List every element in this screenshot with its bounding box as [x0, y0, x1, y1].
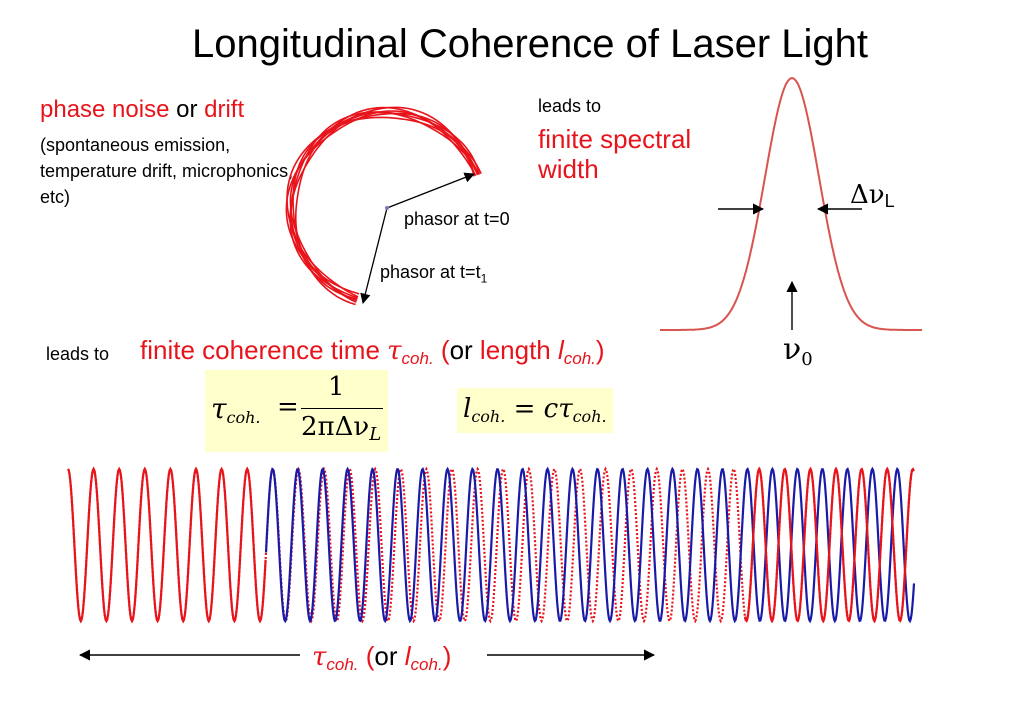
spectral-lineshape [660, 76, 922, 331]
eq2-l-sub: coh. [471, 407, 506, 426]
phase-noise-arc [285, 106, 482, 306]
eq2-rhs-sub: coh. [572, 407, 607, 426]
phasor-t1-arrow [360, 207, 388, 305]
bottom-l-sub: coh. [410, 655, 443, 674]
phasor-t1-text: phasor at t=t [380, 262, 481, 282]
bottom-paren-open: ( [358, 641, 375, 671]
bottom-or: or [374, 641, 398, 671]
or-text: or [449, 335, 473, 365]
coherence-bottom-label: τcoh. (or lcoh.) [312, 641, 451, 675]
phasor-t1-sub: 1 [480, 271, 488, 286]
phasor-t0-arrow [386, 172, 475, 209]
eq1-lhs: τcoh. [211, 392, 260, 427]
leads-to-label-top: leads to [538, 96, 602, 116]
nu0-sub: 0 [801, 349, 813, 370]
eq1-tau-sub: coh. [226, 408, 261, 427]
eq2-content: lcoh. = cτcoh. [463, 394, 607, 426]
phase-noise-causes: (spontaneous emission, temperature drift… [40, 135, 294, 207]
phase-noise-arc-stroke [290, 111, 479, 298]
phase-noise-arc-stroke [289, 110, 477, 302]
eq2-equals: = [513, 394, 536, 424]
bottom-l: l [397, 641, 411, 671]
bottom-paren-close: ) [442, 641, 452, 671]
eq1-denominator: 2πΔνL [301, 412, 381, 445]
phase-noise-label: phase noise [40, 96, 170, 123]
phasor-t1-label: phasor at t=t1 [380, 262, 487, 286]
drift-label: drift [204, 96, 245, 123]
page-title: Longitudinal Coherence of Laser Light [192, 22, 869, 66]
wave-segment-blue-drifting [264, 466, 916, 624]
linewidth-sub: L [884, 191, 895, 211]
wave-segment-red-start [67, 466, 267, 624]
phasor-origin-dot [385, 206, 389, 210]
bottom-tau-sub: coh. [326, 655, 359, 674]
paren-close: ) [595, 335, 605, 365]
paren-open: ( [433, 335, 450, 365]
eq1-fraction-bar [301, 408, 383, 409]
eq1-numerator: 1 [328, 372, 345, 402]
finite-spectral-width-label: finite spectral width [538, 124, 692, 184]
eq1-equals: = [277, 392, 299, 422]
eq1-tau: τ [211, 392, 227, 425]
eq1-den-text: 2πΔν [301, 412, 370, 442]
eq2-rhs: cτ [543, 394, 573, 424]
nu0-symbol: ν [783, 332, 802, 367]
coherence-time-equation: τcoh. = 1 2πΔνL [205, 370, 388, 452]
coherence-time-statement: finite coherence time τcoh. (or length l… [140, 335, 605, 369]
wave-trains [67, 466, 916, 624]
tau-symbol: τ [387, 336, 402, 366]
phasor-t0-label: phasor at t=0 [404, 209, 510, 229]
center-frequency-label: ν0 [783, 332, 813, 370]
or-label: or [169, 96, 205, 123]
phase-noise-arc-stroke [286, 106, 480, 306]
eq1-den-sub: L [369, 424, 382, 445]
wave-segment-red-end [743, 467, 915, 623]
linewidth-symbol: Δν [850, 180, 885, 210]
length-text: length [472, 335, 558, 365]
phase-noise-heading: phase noise or drift [40, 96, 244, 124]
linewidth-label: ΔνL [850, 180, 895, 212]
tau-sub: coh. [401, 349, 434, 368]
l-symbol: l [557, 335, 564, 365]
phase-noise-arc-stroke [285, 106, 482, 303]
coherence-length-equation: lcoh. = cτcoh. [457, 388, 613, 433]
leads-to-label-middle: leads to [46, 344, 110, 364]
phase-noise-arc-stroke [295, 116, 475, 295]
l-sub: coh. [563, 349, 596, 368]
eq2-l: l [463, 394, 472, 424]
coherence-text: finite coherence time [140, 335, 388, 365]
bottom-tau: τ [312, 642, 327, 672]
